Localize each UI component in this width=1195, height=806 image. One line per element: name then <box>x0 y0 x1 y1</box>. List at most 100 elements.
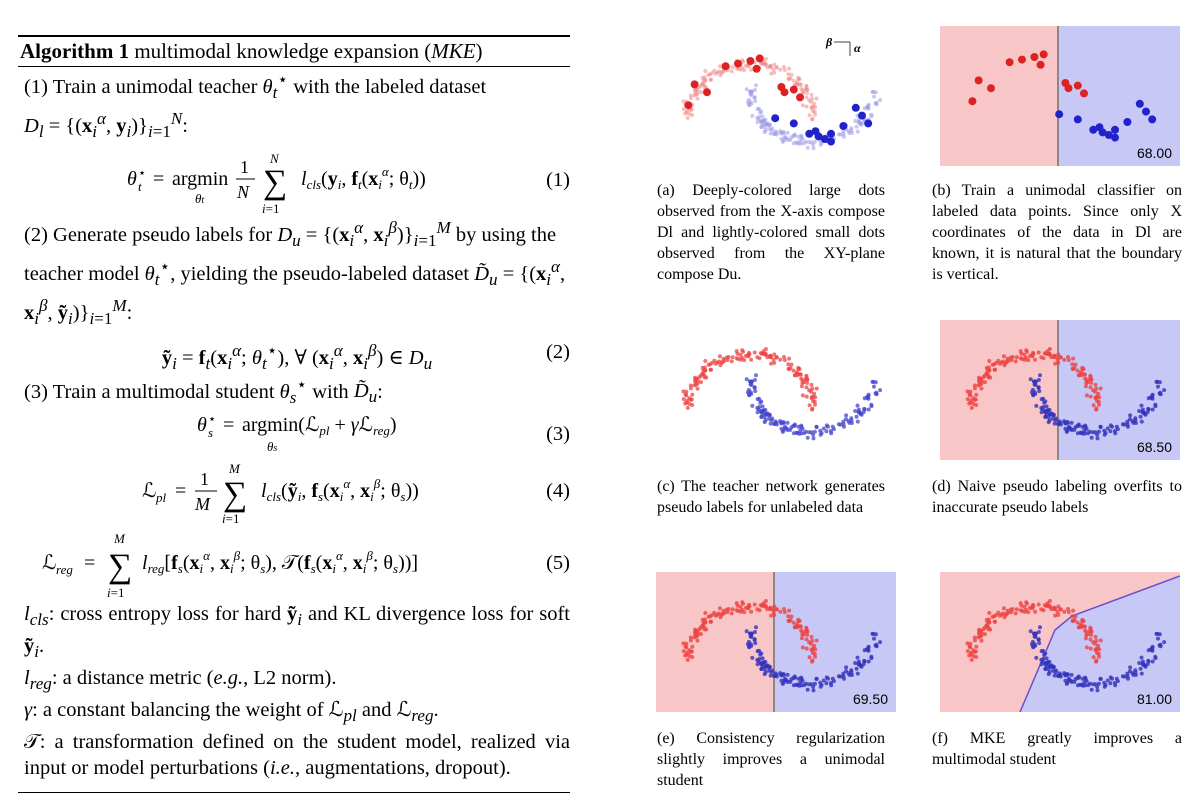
data-point <box>748 379 753 384</box>
svg-text:i=1: i=1 <box>262 201 279 215</box>
data-point <box>1153 654 1158 659</box>
data-point <box>795 83 800 88</box>
data-point <box>1030 53 1039 61</box>
data-point <box>767 126 771 131</box>
data-point <box>874 390 879 395</box>
data-point <box>1108 423 1113 428</box>
data-point <box>857 119 862 124</box>
data-point <box>782 610 787 615</box>
data-point <box>798 138 803 143</box>
data-point <box>744 87 749 92</box>
data-point <box>1131 420 1136 425</box>
data-point <box>972 386 977 391</box>
data-point <box>726 607 731 611</box>
data-point <box>767 122 772 127</box>
data-point <box>987 84 995 93</box>
data-point <box>779 672 784 677</box>
data-point <box>1066 358 1071 363</box>
data-point <box>768 131 773 136</box>
data-point <box>749 609 754 614</box>
data-point <box>703 359 708 363</box>
data-point <box>1108 681 1113 686</box>
data-point <box>805 380 810 385</box>
data-point <box>717 64 722 69</box>
data-point <box>708 619 713 624</box>
definition-lcls: lcls: cross entropy loss for hard ỹi and… <box>24 602 570 661</box>
svg-text:ℒ: ℒ <box>42 552 56 574</box>
data-point <box>1052 355 1056 359</box>
data-point <box>754 625 758 630</box>
equation-4-number: (4) <box>546 479 570 502</box>
data-point <box>857 661 862 666</box>
data-point <box>878 98 883 103</box>
data-point <box>782 68 787 73</box>
data-point <box>795 430 800 435</box>
data-point <box>1039 657 1044 662</box>
data-point <box>1093 382 1098 387</box>
data-point <box>698 83 703 88</box>
svg-text:lcls(yi, ft(xiα; θt)): lcls(yi, ft(xiα; θt)) <box>301 164 426 192</box>
data-point <box>809 641 813 646</box>
data-point <box>805 129 814 138</box>
data-point <box>1045 660 1050 665</box>
algorithm-title: Algorithm 1 multimodal knowledge expansi… <box>20 39 483 63</box>
data-point <box>681 649 686 654</box>
data-point <box>804 87 809 92</box>
data-point <box>763 57 768 61</box>
svg-text:ℒ: ℒ <box>142 480 156 502</box>
data-point <box>1080 89 1088 98</box>
data-point <box>767 416 771 421</box>
panel-d: 68.50 <box>940 320 1180 460</box>
data-point <box>855 403 860 408</box>
data-point <box>987 611 992 615</box>
data-point <box>684 641 689 646</box>
data-point <box>810 659 815 664</box>
data-point <box>811 146 816 151</box>
data-point <box>791 368 796 373</box>
data-point <box>734 59 742 68</box>
equation-4-render: ℒ pl = 1 M ∑ M i=1 lcls(ỹi, fs(xiα, xiβ;… <box>142 461 419 526</box>
data-point <box>812 399 817 404</box>
data-point <box>1069 672 1074 677</box>
equation-1-render: θ ⋆ t = argmin θt 1 N ∑ N i=1 lcls(yi, f… <box>127 151 426 216</box>
data-point <box>1094 659 1099 664</box>
data-point <box>1096 651 1101 656</box>
data-point <box>760 114 765 119</box>
data-point <box>805 90 810 95</box>
data-point <box>755 657 760 662</box>
data-point <box>752 350 757 355</box>
data-point <box>1063 420 1068 425</box>
data-point <box>1102 684 1107 689</box>
data-point <box>1139 671 1144 676</box>
caption-a: (a) Deeply-colored large dots observed f… <box>657 182 885 283</box>
data-point <box>1039 410 1044 415</box>
data-point <box>770 126 775 131</box>
equation-5-render: ℒ reg = ∑ M i=1 lreg[fs(xiα, xiβ; θs), 𝒯… <box>42 531 418 600</box>
svg-text:t: t <box>138 179 142 194</box>
data-point <box>811 127 820 136</box>
data-point <box>762 604 767 609</box>
data-point <box>1027 606 1032 610</box>
data-point <box>804 95 809 100</box>
equation-1-number: (1) <box>546 168 570 191</box>
caption-b: (b) Train a unimodal classifier on label… <box>932 182 1182 283</box>
data-point <box>730 355 735 360</box>
data-point <box>814 424 819 429</box>
data-point <box>758 351 763 356</box>
data-point <box>736 609 741 613</box>
data-point <box>1020 357 1025 361</box>
data-point <box>1041 396 1046 401</box>
data-point <box>979 386 984 391</box>
data-point <box>805 687 810 692</box>
data-point <box>717 606 722 611</box>
data-point <box>1114 676 1119 681</box>
data-point <box>972 638 977 643</box>
data-point <box>1098 386 1103 391</box>
data-point <box>785 672 790 677</box>
data-point <box>754 83 758 88</box>
data-point <box>1024 348 1029 353</box>
data-point <box>809 99 813 104</box>
data-point <box>694 634 698 639</box>
data-point <box>1094 407 1099 412</box>
data-point <box>849 126 854 131</box>
